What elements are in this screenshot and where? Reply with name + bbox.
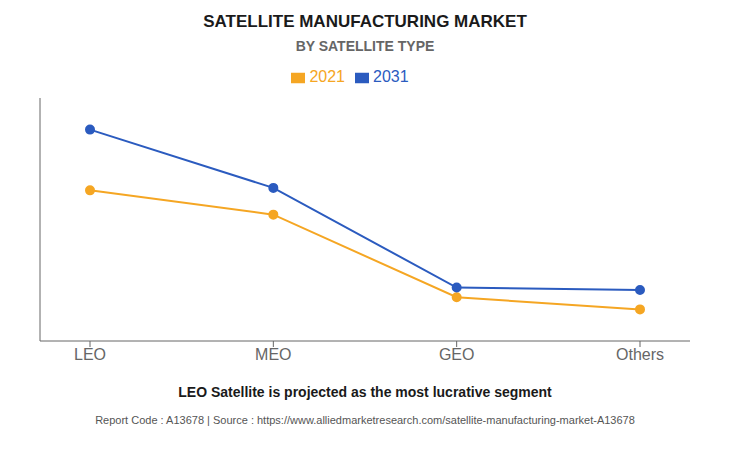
html-text:LEO Satellite is projected as: LEO Satellite is projected as the most l… — [178, 384, 552, 400]
svg-text:LEO: LEO — [74, 346, 106, 363]
svg-text:Others: Others — [616, 346, 664, 363]
svg-text:MEO: MEO — [255, 346, 291, 363]
html-text:SATELLITE MANUFACTURING MARKET: SATELLITE MANUFACTURING MARKET — [203, 12, 527, 31]
html-text:Report Code : A13678 | Source: Report Code : A13678 | Source : https://… — [95, 414, 635, 426]
html-text:BY SATELLITE TYPE: BY SATELLITE TYPE — [295, 38, 435, 54]
html-text:2031: 2031 — [373, 68, 409, 85]
html-text:2021: 2021 — [309, 68, 345, 85]
svg-text:GEO: GEO — [439, 346, 475, 363]
